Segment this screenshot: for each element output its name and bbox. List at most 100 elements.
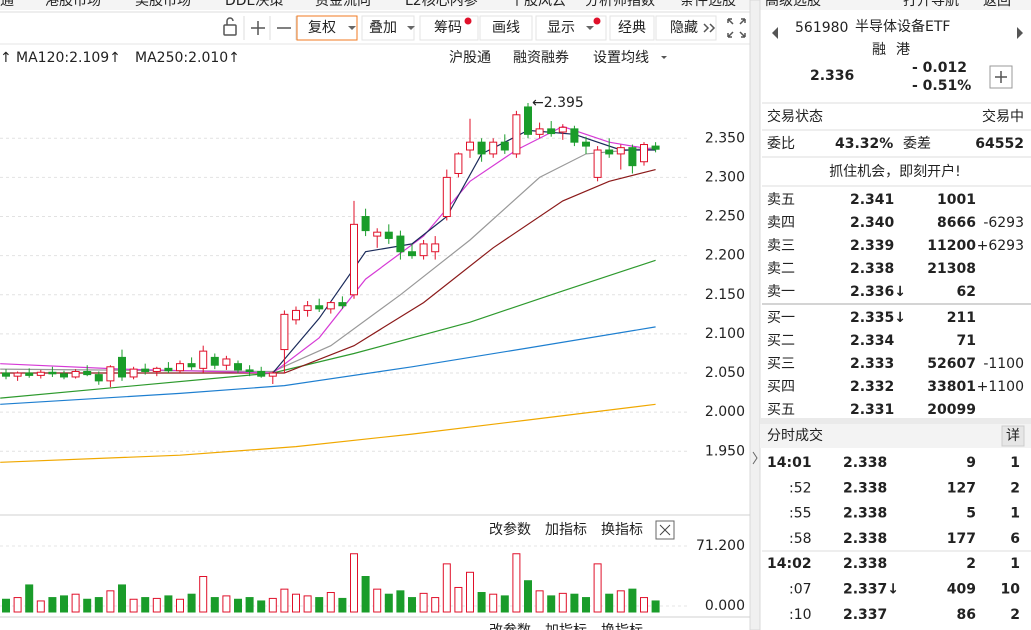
volume-link[interactable]: 换指标 <box>601 622 643 630</box>
nav-item[interactable]: 打开导航 <box>903 0 959 9</box>
toolbar-button[interactable] <box>609 15 655 41</box>
next-stock[interactable] <box>1017 27 1023 39</box>
volume-bar <box>315 597 324 613</box>
chart-link[interactable]: 沪股通 <box>449 50 491 66</box>
diff-label: 委差 <box>903 136 931 152</box>
trade-count: 2 <box>1010 480 1020 496</box>
trade-volume: 2 <box>966 556 976 572</box>
toolbar-label[interactable]: 画线 <box>492 20 520 36</box>
lock-icon[interactable] <box>226 17 234 25</box>
toolbar-button[interactable] <box>479 15 533 41</box>
nav-item[interactable]: 条件选股 <box>680 0 736 9</box>
book-price: 2.336↓ <box>850 284 906 300</box>
trades-title: 分时成交 <box>767 427 823 444</box>
high-annotation: ←2.395 <box>532 95 584 111</box>
toolbar-label[interactable]: 经典 <box>618 20 646 36</box>
add-icon[interactable] <box>995 71 1007 83</box>
dropdown-arrow[interactable] <box>348 26 356 30</box>
trade-volume: 5 <box>966 506 976 522</box>
gap <box>760 418 1031 424</box>
book-label: 买四 <box>767 379 795 395</box>
trade-time: :58 <box>789 531 812 547</box>
toolbar-button[interactable] <box>655 15 717 41</box>
splitter[interactable] <box>749 0 761 630</box>
volume-link[interactable]: 加指标 <box>545 623 587 630</box>
candle-body <box>582 141 590 147</box>
detail-button[interactable] <box>1001 425 1025 447</box>
nav-item[interactable]: L2核心内参 <box>405 0 478 9</box>
nav-item[interactable]: 分析师指数 <box>585 0 655 9</box>
candle-body <box>593 149 602 178</box>
chart-link[interactable]: 设置均线 <box>593 50 649 66</box>
volume-link[interactable]: 改参数 <box>489 622 531 630</box>
dropdown-arrow[interactable] <box>661 56 667 59</box>
trades-detail[interactable]: 详 <box>1006 428 1020 444</box>
more-arrow[interactable] <box>703 23 716 33</box>
volume-link[interactable]: 换指标 <box>601 521 643 538</box>
nav-item[interactable]: 港股市场 <box>45 0 101 9</box>
candle-body <box>558 126 567 133</box>
dropdown-arrow[interactable] <box>586 26 594 30</box>
close-icon[interactable] <box>659 524 671 536</box>
volume-link[interactable]: 改参数 <box>489 521 531 538</box>
toolbar-label[interactable]: 叠加 <box>369 20 397 36</box>
toolbar-button[interactable] <box>296 15 358 41</box>
account-banner[interactable]: 抓住机会，即刻开户! <box>829 163 961 180</box>
volume-bar <box>210 597 219 613</box>
toolbar-label[interactable]: 显示 <box>547 20 575 36</box>
trade-time: :07 <box>789 582 812 598</box>
nav-item[interactable]: 美股市场 <box>135 0 191 9</box>
lock-icon[interactable] <box>223 24 237 36</box>
book-label: 卖一 <box>767 284 795 300</box>
book-label: 卖四 <box>767 215 795 231</box>
prev-stock[interactable] <box>772 27 778 39</box>
volume-bar <box>384 593 393 613</box>
nav-item[interactable]: 通 <box>0 0 14 9</box>
trade-count: 1 <box>1010 455 1020 471</box>
candle-body <box>500 141 509 151</box>
toolbar-label[interactable]: 复权 <box>308 19 336 36</box>
candle-body <box>315 305 324 310</box>
badge-dot <box>464 17 472 25</box>
splitter-arrow[interactable] <box>752 451 758 465</box>
volume-link[interactable]: 加指标 <box>545 522 587 538</box>
zoom-in-icon[interactable] <box>251 21 265 35</box>
toolbar-button[interactable] <box>361 15 415 41</box>
ratio-value: 43.32% <box>835 136 893 152</box>
volume-bar <box>25 584 34 613</box>
ma-line <box>0 403 656 463</box>
chart-link[interactable]: 融资融券 <box>513 50 569 66</box>
candle-body <box>419 243 428 257</box>
volume-bar <box>48 597 57 613</box>
ma-label: MA250:2.010↑ <box>135 50 240 66</box>
candle-body <box>245 369 254 372</box>
ma-label: MA120:2.109↑ <box>16 50 121 66</box>
nav-item[interactable]: 资金流向 <box>315 0 371 9</box>
candle-body <box>60 373 68 378</box>
expand-icon[interactable] <box>727 18 746 38</box>
volume-bar <box>106 590 115 613</box>
nav-item[interactable]: DDE决策 <box>225 0 283 9</box>
book-label: 卖二 <box>767 261 795 277</box>
candle-body <box>616 147 625 155</box>
book-price: 2.333 <box>850 356 894 372</box>
toolbar-icons[interactable] <box>223 17 746 38</box>
volume-bar <box>605 593 614 613</box>
book-price: 2.334 <box>850 333 895 349</box>
volume-bar <box>280 588 289 613</box>
nav-item[interactable]: 返回 <box>983 0 1011 9</box>
toolbar-label[interactable]: 隐藏 <box>670 20 698 36</box>
nav-item[interactable]: 高级选股 <box>765 0 821 9</box>
y-tick-label: 2.350 <box>705 130 745 146</box>
nav-bar <box>0 0 1031 10</box>
volume-bar <box>292 593 300 613</box>
toolbar-label[interactable]: 筹码 <box>434 19 462 36</box>
y-tick-label: 2.100 <box>705 326 745 342</box>
candle-body <box>2 372 10 377</box>
nav-item[interactable]: 个股风云 <box>510 0 566 9</box>
book-label: 卖五 <box>767 192 795 208</box>
volume-bar <box>2 598 10 613</box>
volume-bar <box>187 593 196 613</box>
dropdown-arrow[interactable] <box>407 26 415 30</box>
candle-body <box>442 176 451 218</box>
